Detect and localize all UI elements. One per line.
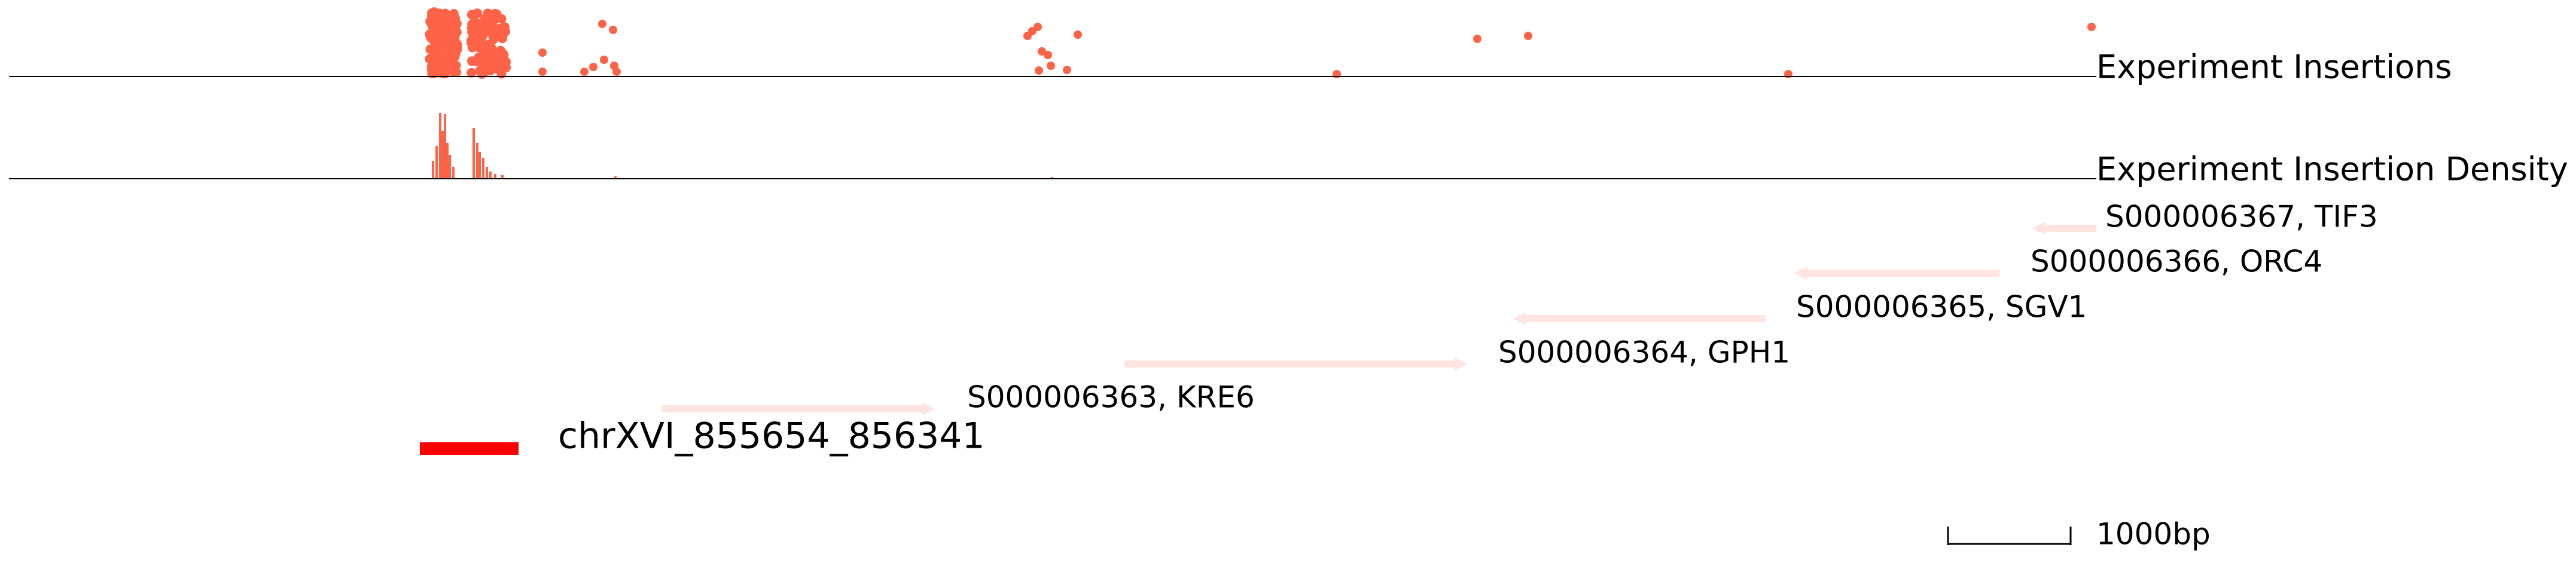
insertion-point xyxy=(492,9,502,19)
insertion-point xyxy=(538,48,547,57)
gene-kre6[interactable]: S000006363, KRE6 xyxy=(662,380,1255,416)
gene-label-gph1: S000006364, GPH1 xyxy=(1498,335,1790,370)
insertion-point xyxy=(471,28,481,38)
density-bar xyxy=(452,167,455,179)
region-label: chrXVI_855654_856341 xyxy=(558,415,985,457)
insertion-point xyxy=(434,17,444,27)
insertion-point xyxy=(1074,30,1082,39)
gene-label-kre6: S000006363, KRE6 xyxy=(967,380,1255,415)
insertion-point xyxy=(609,26,617,34)
density-bar xyxy=(478,152,481,179)
insertion-point xyxy=(612,68,621,76)
insertion-point xyxy=(580,68,589,76)
insertion-point xyxy=(493,61,503,71)
density-bar xyxy=(482,158,484,179)
insertion-point xyxy=(600,56,608,64)
insertion-point xyxy=(467,10,477,20)
insertion-point xyxy=(501,63,511,73)
insertion-point xyxy=(467,19,477,29)
insertion-points xyxy=(425,7,2096,79)
gene-tif3[interactable]: S000006367, TIF3 xyxy=(2032,200,2378,235)
insertion-point xyxy=(447,32,458,42)
insertions-track-label: Experiment Insertions xyxy=(2096,48,2452,86)
density-bar xyxy=(432,161,434,179)
density-bar xyxy=(472,128,475,179)
insertion-point xyxy=(450,66,460,76)
density-bar xyxy=(449,155,451,179)
gene-sgv1[interactable]: S000006365, SGV1 xyxy=(1513,290,2087,326)
insertion-point xyxy=(477,69,487,79)
density-bar xyxy=(439,113,441,179)
insertion-point xyxy=(452,45,462,55)
density-track-label: Experiment Insertion Density xyxy=(2096,151,2568,188)
density-bar xyxy=(489,172,492,179)
density-bar xyxy=(486,167,488,179)
density-bar xyxy=(1051,177,1053,179)
insertion-point xyxy=(1524,32,1532,40)
insertion-density-bars xyxy=(432,113,1053,179)
insertion-point xyxy=(487,55,497,65)
insertion-point xyxy=(434,27,444,38)
density-bar xyxy=(494,174,496,179)
insertion-point xyxy=(1063,66,1071,74)
insertion-point xyxy=(1044,51,1052,59)
density-bar xyxy=(446,143,449,179)
scale-bar: 1000bp xyxy=(1947,517,2211,552)
gene-label-tif3: S000006367, TIF3 xyxy=(2105,200,2378,234)
gene-gph1[interactable]: S000006364, GPH1 xyxy=(1124,335,1790,371)
density-bar xyxy=(614,176,617,179)
insertion-point xyxy=(467,42,477,53)
gene-label-sgv1: S000006365, SGV1 xyxy=(1796,290,2087,325)
scale-bar-label: 1000bp xyxy=(2096,517,2211,552)
density-bar xyxy=(444,114,446,179)
insertion-point xyxy=(432,43,443,53)
density-bar xyxy=(441,131,444,179)
gene-label-orc4: S000006366, ORC4 xyxy=(2031,244,2322,279)
insertion-point xyxy=(441,67,452,77)
insertion-point xyxy=(475,52,485,62)
insertion-point xyxy=(435,9,446,19)
insertion-point xyxy=(498,48,508,59)
insertion-point xyxy=(1473,35,1481,43)
insertion-point xyxy=(495,29,505,39)
region-marker[interactable] xyxy=(420,442,519,455)
insertion-point xyxy=(428,51,438,61)
insertion-point xyxy=(1034,23,1042,31)
insertion-point xyxy=(589,63,597,71)
insertion-point xyxy=(474,19,484,29)
insertion-point xyxy=(467,68,477,78)
density-bar xyxy=(501,175,504,179)
insertion-point xyxy=(2087,23,2096,31)
insertion-point xyxy=(1047,62,1055,70)
insertion-point xyxy=(598,20,606,28)
insertion-point xyxy=(438,51,449,61)
density-bar xyxy=(435,146,438,179)
insertion-point xyxy=(538,68,547,76)
gene-orc4[interactable]: S000006366, ORC4 xyxy=(1794,244,2322,280)
density-bar xyxy=(476,143,478,179)
insertion-point xyxy=(1035,66,1043,75)
insertion-point xyxy=(449,9,459,19)
